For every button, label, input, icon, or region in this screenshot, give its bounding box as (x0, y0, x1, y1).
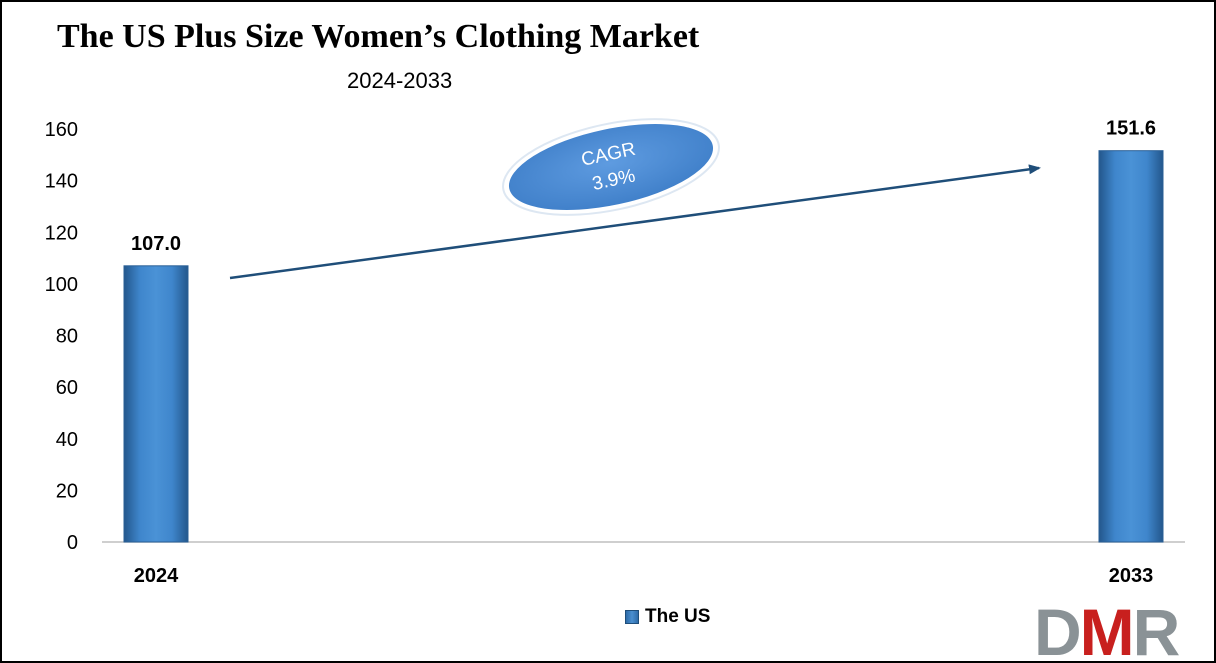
y-tick-label: 160 (45, 119, 78, 141)
chart-subtitle: 2024-2033 (347, 68, 453, 93)
y-tick-label: 80 (56, 326, 78, 348)
y-tick-label: 0 (67, 532, 78, 554)
chart-title: The US Plus Size Women’s Clothing Market (57, 18, 700, 55)
legend-label: The US (645, 606, 711, 627)
cagr-trend-arrow (229, 164, 1041, 280)
data-label-2024: 107.0 (131, 233, 181, 255)
y-tick-label: 20 (56, 480, 78, 502)
y-tick-label: 40 (56, 429, 78, 451)
dmr-logo: DMR (1034, 599, 1182, 659)
x-tick-label-2033: 2033 (1109, 565, 1154, 587)
data-label-2033: 151.6 (1106, 118, 1156, 140)
y-tick-label: 100 (45, 274, 78, 296)
y-tick-label: 60 (56, 377, 78, 399)
bar-2024 (123, 265, 189, 543)
svg-text:DMR: DMR (1034, 599, 1180, 659)
y-tick-label: 140 (45, 171, 78, 193)
y-tick-label: 120 (45, 222, 78, 244)
x-tick-label-2024: 2024 (134, 565, 179, 587)
bar-2033 (1098, 150, 1164, 543)
chart-legend: The US (625, 606, 710, 628)
legend-swatch (625, 610, 639, 624)
cagr-badge: CAGR 3.9% (502, 118, 720, 216)
